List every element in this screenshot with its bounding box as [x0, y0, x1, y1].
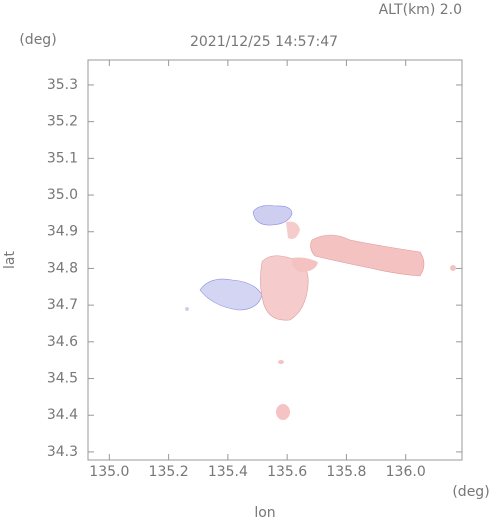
y-tick-label: 34.7 [47, 297, 78, 313]
echoes [185, 205, 456, 420]
x-tick-label: 135.8 [326, 464, 366, 480]
y-tick-label: 34.5 [47, 371, 78, 387]
y-tick-label: 35.0 [47, 187, 78, 203]
x-unit: (deg) [452, 484, 489, 500]
echo-blue [199, 278, 263, 311]
x-tick-label: 135.4 [208, 464, 248, 480]
plot-frame [87, 59, 463, 461]
y-tick-label: 34.3 [47, 444, 78, 460]
echo-red [310, 234, 425, 277]
echo-red [286, 221, 300, 239]
x-tick-label: 135.0 [89, 464, 129, 480]
y-tick-label: 35.2 [47, 114, 78, 130]
echo-blue [185, 307, 189, 311]
x-axis-label: lon [254, 505, 275, 521]
x-tick-label: 135.6 [267, 464, 307, 480]
y-tick-label: 34.9 [47, 224, 78, 240]
altitude: ALT(km) 2.0 [379, 2, 462, 18]
y-tick-label: 34.8 [47, 260, 78, 276]
x-tick-label: 135.2 [149, 464, 189, 480]
y-tick-label: 35.1 [47, 150, 78, 166]
y-tick-label: 34.6 [47, 334, 78, 350]
x-tick-label: 136.0 [386, 464, 426, 480]
y-tick-label: 35.3 [47, 77, 78, 93]
y-axis-label: lat [2, 251, 18, 269]
echo-red [450, 265, 456, 271]
y-unit: (deg) [19, 32, 56, 48]
echo-red [291, 257, 318, 272]
y-tick-label: 34.4 [47, 407, 78, 423]
echo-blue [252, 205, 293, 226]
echo-red [278, 360, 284, 364]
chart-title: 2021/12/25 14:57:47 [190, 34, 338, 50]
echo-red [260, 255, 309, 321]
echo-red [276, 404, 290, 420]
